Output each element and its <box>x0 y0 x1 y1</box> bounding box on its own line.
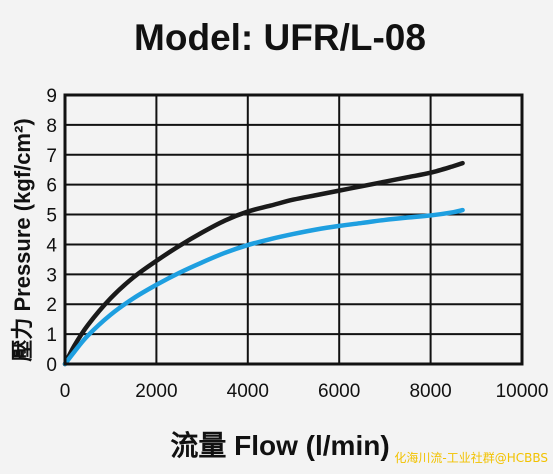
x-axis-label: 流量 Flow (l/min) <box>170 430 389 461</box>
series-line-2 <box>62 207 465 367</box>
y-tick-label: 1 <box>46 325 57 346</box>
y-tick-label: 2 <box>46 295 57 316</box>
x-tick-label: 6000 <box>318 381 360 402</box>
y-axis-label: 壓力 Pressure (kgf/cm²) <box>10 118 35 361</box>
y-tick-label: 4 <box>46 235 57 256</box>
y-tick-label: 5 <box>46 206 57 227</box>
x-tick-label: 0 <box>60 381 71 402</box>
y-tick-label: 7 <box>46 146 57 167</box>
chart-title: Model: UFR/L-08 <box>134 17 426 58</box>
plot-frame <box>63 93 524 366</box>
y-tick-label: 0 <box>46 355 57 376</box>
series-layer <box>62 160 465 367</box>
grid <box>65 95 522 364</box>
y-tick-label: 3 <box>46 265 57 286</box>
x-tick-label: 8000 <box>409 381 451 402</box>
y-tick-labels: 0 1 2 3 4 5 6 7 8 9 <box>46 86 57 376</box>
x-tick-labels: 0 2000 4000 6000 8000 10000 <box>60 381 549 402</box>
x-tick-label: 10000 <box>496 381 549 402</box>
y-tick-label: 9 <box>46 86 57 107</box>
watermark: 化海川流-工业社群@HCBBS <box>394 450 548 465</box>
x-tick-label: 4000 <box>227 381 269 402</box>
x-tick-label: 2000 <box>135 381 177 402</box>
y-tick-label: 6 <box>46 176 57 197</box>
series-line-1 <box>62 160 465 367</box>
y-tick-label: 8 <box>46 116 57 137</box>
